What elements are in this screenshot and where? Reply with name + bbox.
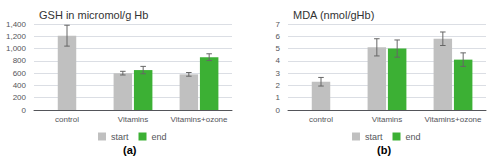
svg-text:control: control [55,115,79,124]
svg-text:MDA (nmol/gHb): MDA (nmol/gHb) [293,9,374,21]
svg-text:Vitamins: Vitamins [372,115,403,124]
svg-text:4: 4 [276,56,281,65]
svg-text:GSH in micromol/g Hb: GSH in micromol/g Hb [39,9,148,21]
svg-text:400: 400 [13,81,27,90]
svg-text:end: end [406,132,421,142]
svg-text:start: start [365,132,383,142]
svg-text:800: 800 [13,56,27,65]
svg-text:(b): (b) [377,144,391,156]
svg-text:0: 0 [276,106,281,115]
svg-text:5: 5 [276,44,281,53]
svg-text:3: 3 [276,69,281,78]
svg-text:7: 7 [276,20,281,29]
svg-text:1: 1 [276,93,281,102]
svg-text:Vitamins+ozone: Vitamins+ozone [171,115,229,124]
svg-text:200: 200 [13,93,27,102]
svg-text:control: control [309,115,333,124]
svg-text:Vitamins+ozone: Vitamins+ozone [425,115,483,124]
svg-text:Vitamins: Vitamins [118,115,149,124]
svg-text:end: end [152,132,167,142]
svg-text:6: 6 [276,32,281,41]
svg-text:1,400: 1,400 [6,20,27,29]
svg-text:(a): (a) [123,144,137,156]
svg-text:0: 0 [22,106,27,115]
svg-text:1,200: 1,200 [6,32,27,41]
svg-text:600: 600 [13,69,27,78]
svg-text:2: 2 [276,81,281,90]
svg-text:start: start [111,132,129,142]
svg-text:1,000: 1,000 [6,44,27,53]
